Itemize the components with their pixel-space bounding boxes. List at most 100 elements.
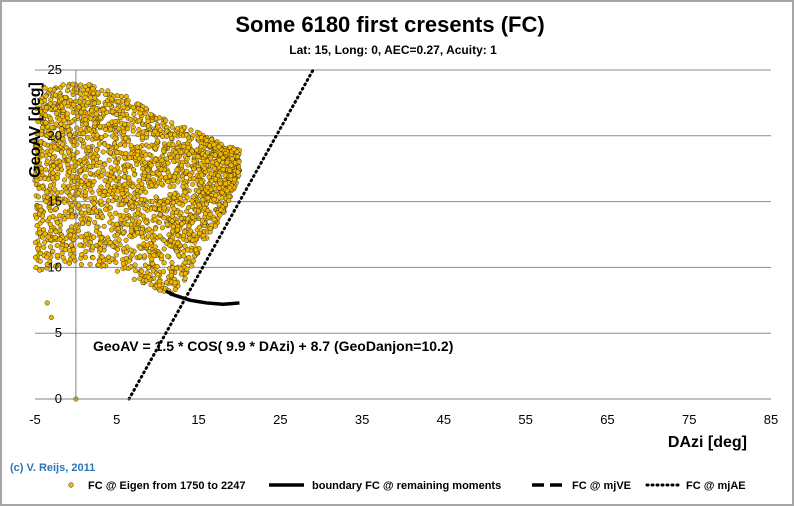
- scatter-point: [215, 173, 221, 179]
- scatter-point: [37, 267, 43, 273]
- scatter-point: [78, 82, 84, 88]
- scatter-point: [137, 253, 143, 259]
- scatter-point: [154, 138, 161, 144]
- scatter-point: [158, 181, 164, 187]
- scatter-point: [100, 149, 106, 155]
- scatter-point: [195, 154, 201, 160]
- scatter-point: [106, 102, 112, 108]
- scatter-point: [178, 266, 184, 272]
- scatter-point: [135, 230, 141, 236]
- scatter-point: [175, 179, 181, 185]
- scatter-point: [184, 266, 190, 272]
- scatter-point: [190, 214, 196, 220]
- scatter-point: [50, 248, 56, 254]
- scatter-point: [145, 233, 151, 239]
- scatter-point: [198, 135, 205, 141]
- scatter-point: [165, 253, 171, 259]
- scatter-point: [82, 83, 88, 90]
- scatter-point: [132, 262, 138, 268]
- x-tick-labels: -5 5 15 25 35 45 55 65 75 85: [29, 412, 778, 427]
- scatter-point: [62, 177, 68, 183]
- scatter-point: [68, 227, 74, 233]
- scatter-point: [78, 234, 84, 240]
- scatter-point: [212, 152, 218, 158]
- scatter-point: [39, 131, 45, 137]
- scatter-point: [182, 124, 188, 130]
- scatter-point: [128, 228, 134, 234]
- x-tick-label: 75: [682, 412, 696, 427]
- scatter-point: [137, 276, 143, 282]
- scatter-point: [34, 223, 40, 229]
- scatter-point: [172, 191, 178, 197]
- scatter-point: [39, 124, 46, 130]
- scatter-point: [124, 222, 130, 228]
- legend-marker-dot: [68, 482, 74, 488]
- scatter-point: [152, 129, 158, 135]
- scatter-point: [142, 253, 148, 259]
- scatter-point: [53, 111, 60, 117]
- scatter-point: [156, 282, 162, 288]
- scatter-point: [116, 169, 122, 175]
- scatter-point: [38, 139, 44, 145]
- scatter-point: [203, 201, 209, 207]
- x-tick-label: 35: [355, 412, 369, 427]
- scatter-point: [82, 117, 88, 123]
- scatter-point: [54, 159, 60, 165]
- scatter-point: [50, 155, 56, 161]
- scatter-point: [42, 239, 48, 245]
- scatter-point: [127, 233, 133, 239]
- scatter-point: [98, 235, 104, 241]
- scatter-point: [52, 187, 58, 193]
- scatter-point: [105, 198, 111, 204]
- scatter-point: [109, 96, 115, 102]
- scatter-point: [231, 146, 237, 152]
- scatter-point: [60, 82, 66, 88]
- scatter-point: [182, 260, 188, 266]
- scatter-point: [208, 155, 214, 161]
- scatter-point: [112, 167, 118, 173]
- scatter-point: [170, 228, 176, 234]
- scatter-point: [79, 220, 86, 226]
- scatter-point: [180, 184, 186, 190]
- scatter-point: [143, 219, 149, 225]
- scatter-point: [169, 213, 175, 219]
- scatter-point: [136, 156, 142, 162]
- scatter-point: [108, 165, 114, 171]
- scatter-point: [129, 252, 135, 258]
- scatter-point: [69, 173, 75, 179]
- scatter-point: [64, 111, 70, 117]
- scatter-point: [47, 221, 53, 227]
- scatter-point: [82, 254, 89, 260]
- scatter-point: [157, 287, 163, 293]
- scatter-point: [157, 127, 163, 133]
- x-tick-label: 55: [518, 412, 532, 427]
- scatter-point: [157, 233, 163, 239]
- scatter-point: [76, 202, 82, 208]
- scatter-point: [69, 214, 75, 220]
- scatter-point: [59, 149, 65, 155]
- scatter-point: [66, 169, 73, 175]
- scatter-point: [224, 188, 230, 194]
- scatter-point: [189, 198, 195, 204]
- scatter-point: [198, 161, 204, 167]
- scatter-point: [78, 127, 84, 133]
- scatter-point: [211, 142, 217, 148]
- scatter-point: [198, 179, 204, 185]
- scatter-point: [211, 196, 217, 203]
- scatter-point: [228, 162, 234, 168]
- scatter-point: [197, 230, 203, 236]
- scatter-point: [189, 220, 195, 226]
- scatter-point: [182, 198, 188, 204]
- scatter-point: [118, 115, 124, 121]
- scatter-point: [121, 213, 127, 219]
- scatter-point: [211, 217, 217, 223]
- scatter-point: [81, 203, 87, 209]
- scatter-point: [70, 102, 77, 108]
- scatter-point: [228, 173, 234, 179]
- scatter-point: [61, 117, 67, 123]
- scatter-point: [77, 91, 83, 97]
- scatter-point: [53, 121, 59, 127]
- scatter-point: [43, 120, 49, 126]
- scatter-point: [207, 212, 213, 218]
- scatter-point: [57, 236, 63, 242]
